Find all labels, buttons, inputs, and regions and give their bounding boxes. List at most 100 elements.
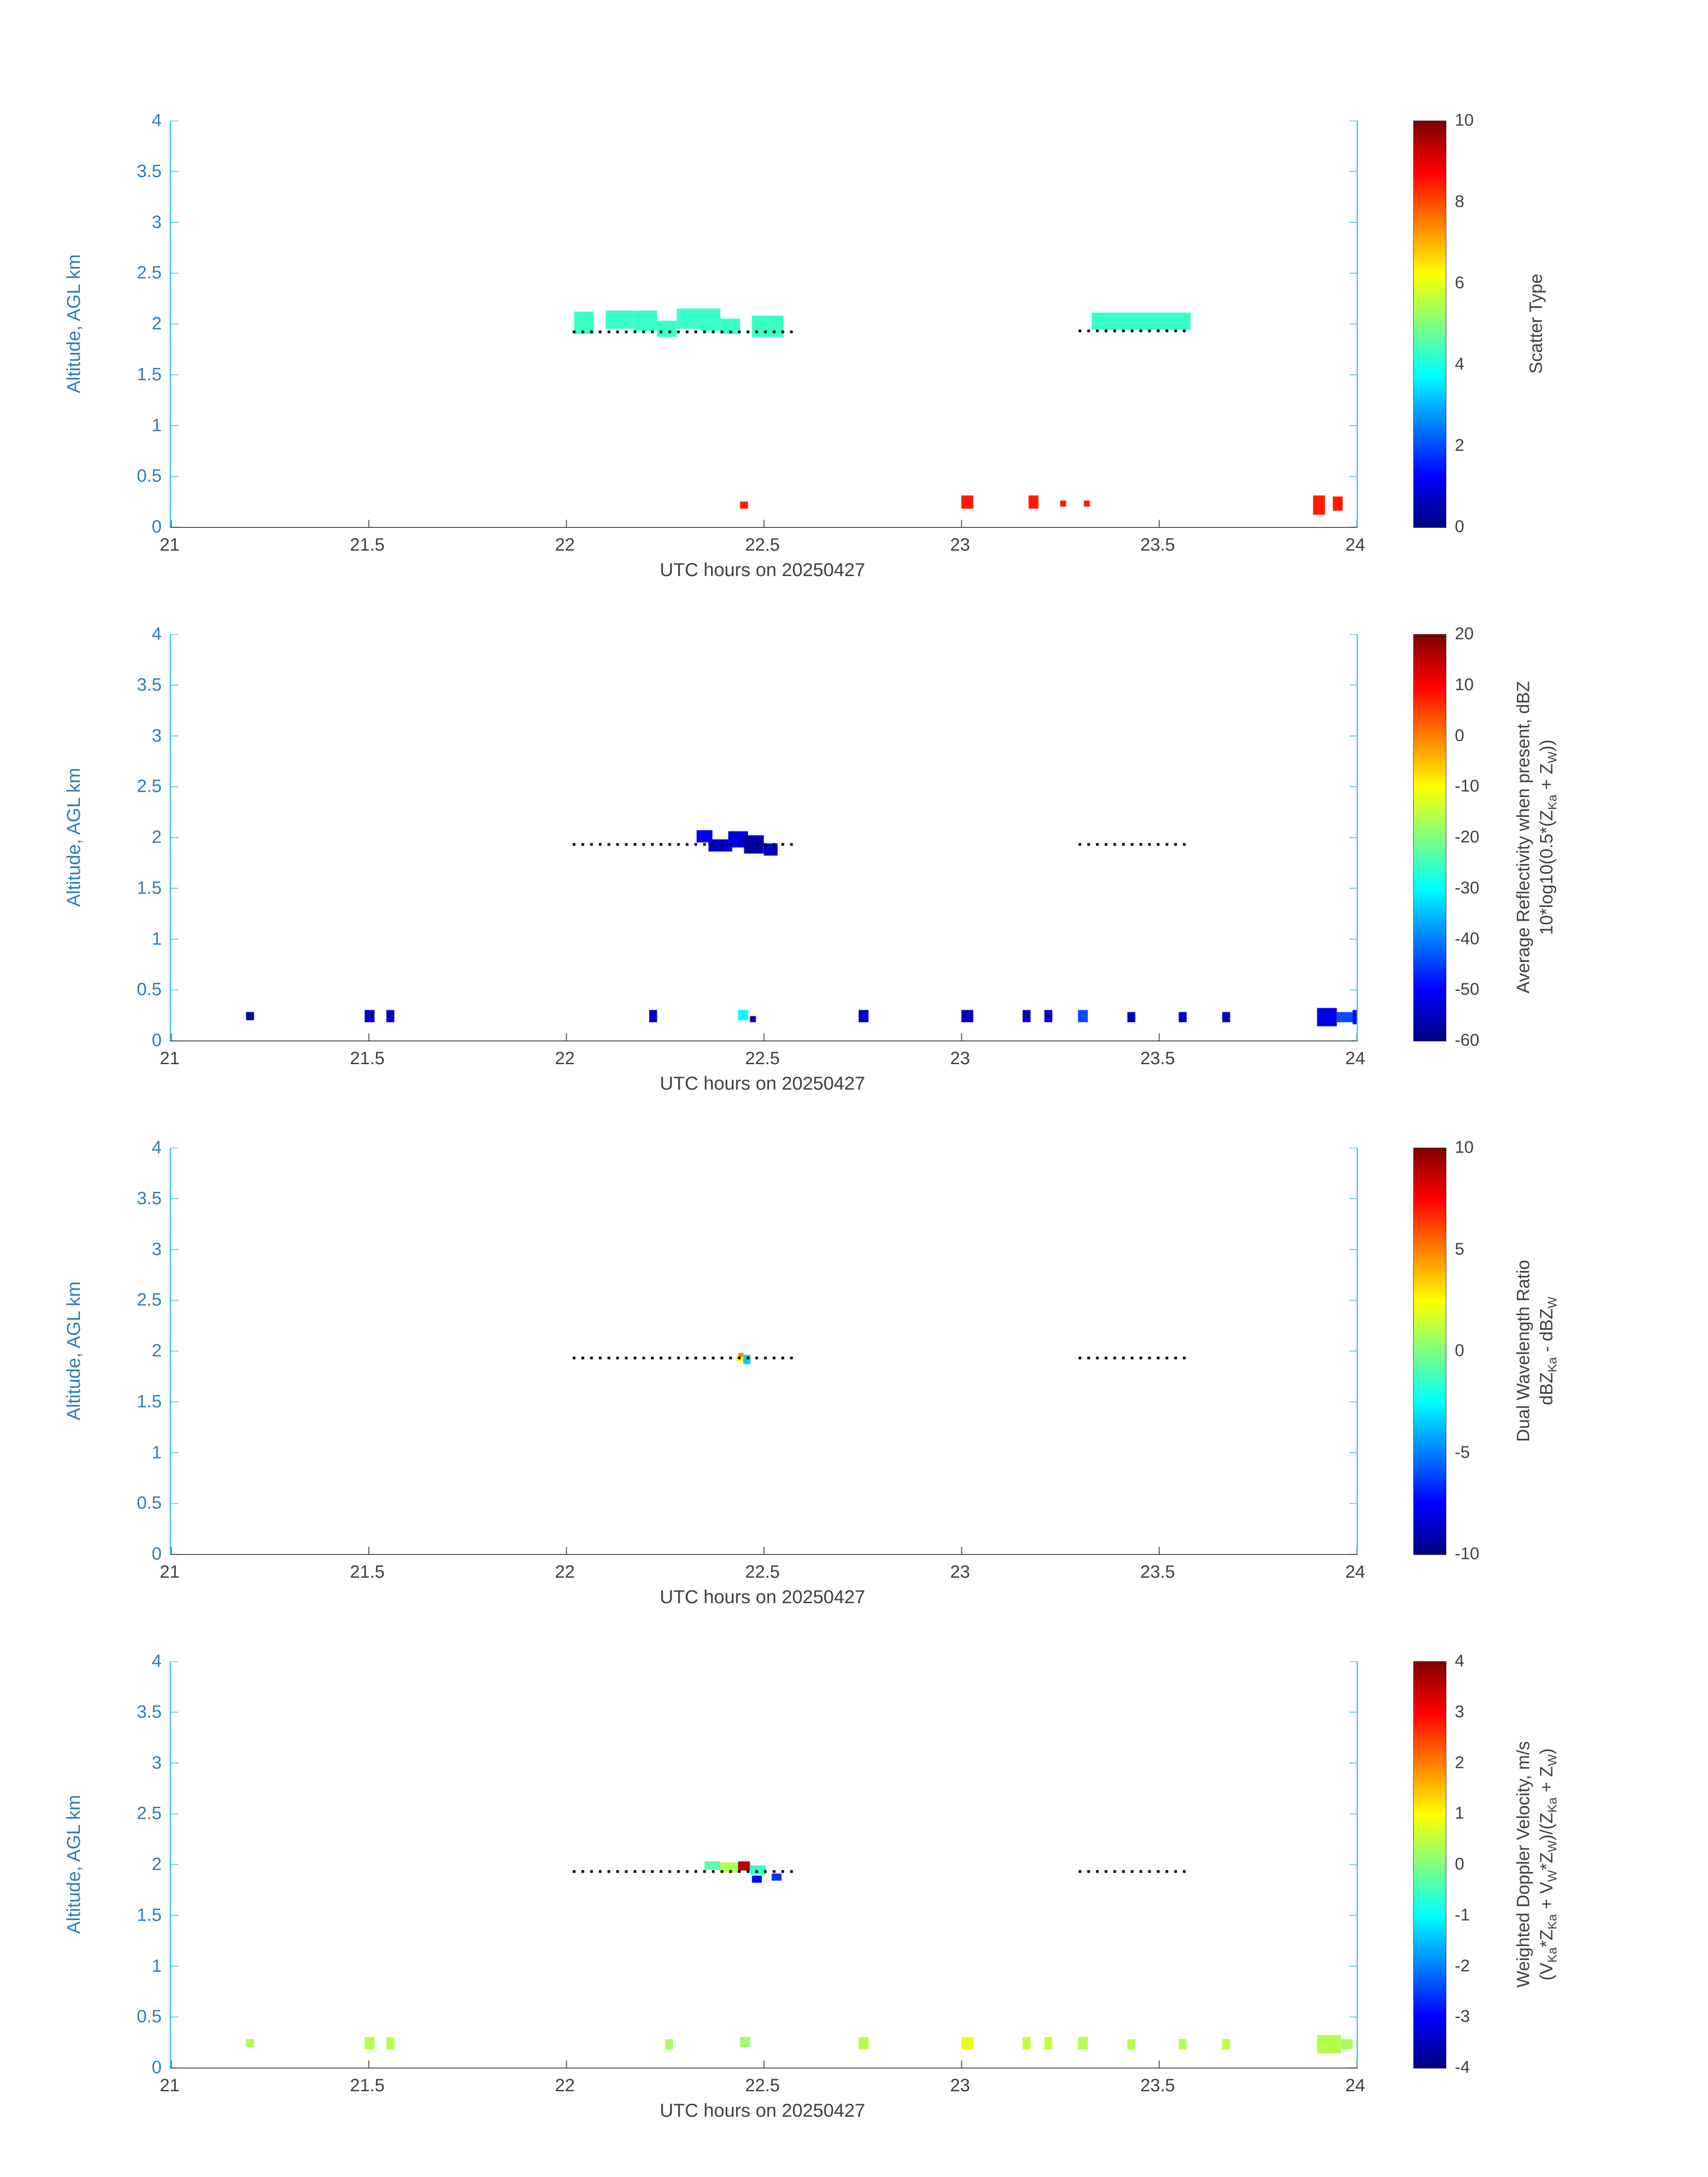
y-tick-label: 4: [151, 624, 162, 644]
colorbar: [1413, 634, 1446, 1041]
y-tick-label: 3.5: [137, 1188, 162, 1208]
y-tick-label: 2: [151, 827, 162, 847]
plot-canvas: [171, 1661, 1357, 2068]
y-tick-label: 3: [151, 1239, 162, 1259]
y-tick-label: 3.5: [137, 1702, 162, 1722]
y-tick-label: 4: [151, 110, 162, 130]
colorbar-tick-label: -40: [1455, 929, 1479, 948]
y-tick-label: 0.5: [137, 1493, 162, 1513]
colorbar-gradient: [1414, 121, 1446, 527]
y-tick-label: 0: [151, 2057, 162, 2077]
y-tick-labels: 0 0.5 1 1.5 2 2.5 3 3.5 4: [0, 1651, 162, 2077]
y-tick-label: 0.5: [137, 466, 162, 486]
x-tick-label: 21: [159, 1562, 180, 1582]
x-tick-label: 21.5: [350, 535, 385, 555]
colorbar: [1413, 1661, 1446, 2068]
colorbar-tick-label: -5: [1455, 1443, 1470, 1462]
x-tick-label: 23.5: [1140, 2076, 1175, 2095]
colorbar-gradient: [1414, 1662, 1446, 2068]
colorbar-tick-label: -4: [1455, 2058, 1470, 2077]
x-tick-label: 22.5: [745, 1049, 780, 1068]
colorbar-title: Average Reflectivity when present, dBZ 10…: [1513, 681, 1559, 994]
colorbar-title-wrap: Weighted Doppler Velocity, m/s (VKa*ZKa +…: [1505, 1661, 1567, 2068]
colorbar-tick-labels: -60 -50 -40 -30 -20 -10 0 10 20: [1455, 625, 1522, 1050]
colorbar-tick-label: -1: [1455, 1905, 1470, 1925]
y-tick-label: 1: [151, 415, 162, 435]
colorbar-title: Weighted Doppler Velocity, m/s (VKa*ZKa +…: [1513, 1741, 1559, 1988]
x-tick-label: 23: [950, 535, 970, 555]
colorbar-tick-label: -10: [1455, 777, 1479, 796]
colorbar-tick-label: -2: [1455, 1956, 1470, 1975]
x-axis-label: UTC hours on 20250427: [660, 559, 865, 580]
y-tick-label: 4: [151, 1137, 162, 1157]
x-tick-label: 22: [555, 1049, 575, 1068]
x-tick-labels: 21 21.5 22 22.5 23 23.5 24: [160, 535, 1366, 557]
y-tick-label: 3: [151, 212, 162, 232]
x-tick-labels: 21 21.5 22 22.5 23 23.5 24: [160, 1049, 1366, 1071]
colorbar-tick-label: 1: [1455, 1804, 1465, 1823]
colorbar-tick-label: -10: [1455, 1544, 1479, 1563]
plot-area: [170, 1661, 1358, 2068]
x-axis-label: UTC hours on 20250427: [660, 2100, 865, 2121]
colorbar-tick-label: 2: [1455, 436, 1465, 455]
panel-average-reflectivity: Altitude, AGL km 0 0.5 1 1.5 2 2.5 3 3.5 4 21 21.…: [0, 581, 1708, 1094]
panel-scatter-type: Altitude, AGL km 0 0.5 1 1.5 2 2.5 3 3.5 4 21 21.…: [0, 67, 1708, 581]
y-tick-labels: 0 0.5 1 1.5 2 2.5 3 3.5 4: [0, 1138, 162, 1564]
colorbar-tick-label: -20: [1455, 827, 1479, 847]
colorbar-tick-label: 10: [1455, 675, 1474, 694]
plot-canvas: [171, 1148, 1357, 1554]
colorbar-tick-label: 6: [1455, 273, 1465, 292]
y-tick-label: 2.5: [137, 1290, 162, 1310]
y-tick-labels: 0 0.5 1 1.5 2 2.5 3 3.5 4: [0, 111, 162, 537]
y-tick-label: 1.5: [137, 1905, 162, 1925]
x-tick-label: 24: [1345, 1049, 1366, 1068]
x-tick-label: 23: [950, 1049, 970, 1068]
y-tick-label: 4: [151, 1651, 162, 1671]
colorbar-tick-label: 8: [1455, 192, 1465, 211]
y-tick-label: 0: [151, 1030, 162, 1050]
y-tick-label: 2.5: [137, 263, 162, 283]
y-tick-label: 0: [151, 517, 162, 537]
x-tick-label: 22: [555, 2076, 575, 2095]
y-tick-label: 3: [151, 1753, 162, 1772]
x-tick-label: 21: [159, 2076, 180, 2095]
x-tick-label: 23: [950, 2076, 970, 2095]
x-tick-label: 22.5: [745, 535, 780, 555]
y-tick-label: 3: [151, 726, 162, 745]
y-tick-label: 1: [151, 929, 162, 949]
y-tick-label: 0: [151, 1544, 162, 1564]
plot-area: [170, 1148, 1358, 1555]
x-tick-labels: 21 21.5 22 22.5 23 23.5 24: [160, 1562, 1366, 1584]
x-tick-label: 22: [555, 535, 575, 555]
colorbar-tick-labels: -4 -3 -2 -1 0 1 2 3 4: [1455, 1652, 1522, 2077]
y-tick-label: 1: [151, 1442, 162, 1462]
y-tick-label: 1.5: [137, 1391, 162, 1412]
colorbar-tick-label: 0: [1455, 1341, 1465, 1360]
panel-dual-wavelength-ratio: Altitude, AGL km 0 0.5 1 1.5 2 2.5 3 3.5 4 21 21.…: [0, 1094, 1708, 1608]
x-tick-label: 23: [950, 1562, 970, 1582]
x-tick-label: 21.5: [350, 1562, 385, 1582]
y-tick-label: 1.5: [137, 878, 162, 898]
plot-canvas: [171, 634, 1357, 1040]
x-tick-label: 22: [555, 1562, 575, 1582]
colorbar-tick-labels: 0 2 4 6 8 10: [1455, 111, 1522, 536]
plot-area: [170, 121, 1358, 528]
colorbar-title: Dual Wavelength Ratio dBZKa - dBZW: [1513, 1260, 1559, 1442]
colorbar-title-wrap: Dual Wavelength Ratio dBZKa - dBZW: [1505, 1148, 1567, 1554]
y-tick-label: 2: [151, 1854, 162, 1874]
colorbar-tick-label: 5: [1455, 1240, 1465, 1258]
colorbar-tick-label: 0: [1455, 726, 1465, 745]
colorbar-tick-label: -30: [1455, 878, 1479, 898]
colorbar-tick-label: 3: [1455, 1702, 1465, 1722]
x-tick-label: 21: [159, 1049, 180, 1068]
x-tick-label: 23.5: [1140, 535, 1175, 555]
x-tick-label: 21.5: [350, 2076, 385, 2095]
x-tick-label: 21.5: [350, 1049, 385, 1068]
colorbar-tick-label: 0: [1455, 1855, 1465, 1874]
y-tick-label: 2: [151, 313, 162, 334]
colorbar: [1413, 1148, 1446, 1555]
y-tick-label: 2: [151, 1341, 162, 1361]
colorbar-tick-label: 10: [1455, 111, 1474, 130]
colorbar: [1413, 121, 1446, 528]
colorbar-tick-labels: -10 -5 0 5 10: [1455, 1138, 1522, 1563]
